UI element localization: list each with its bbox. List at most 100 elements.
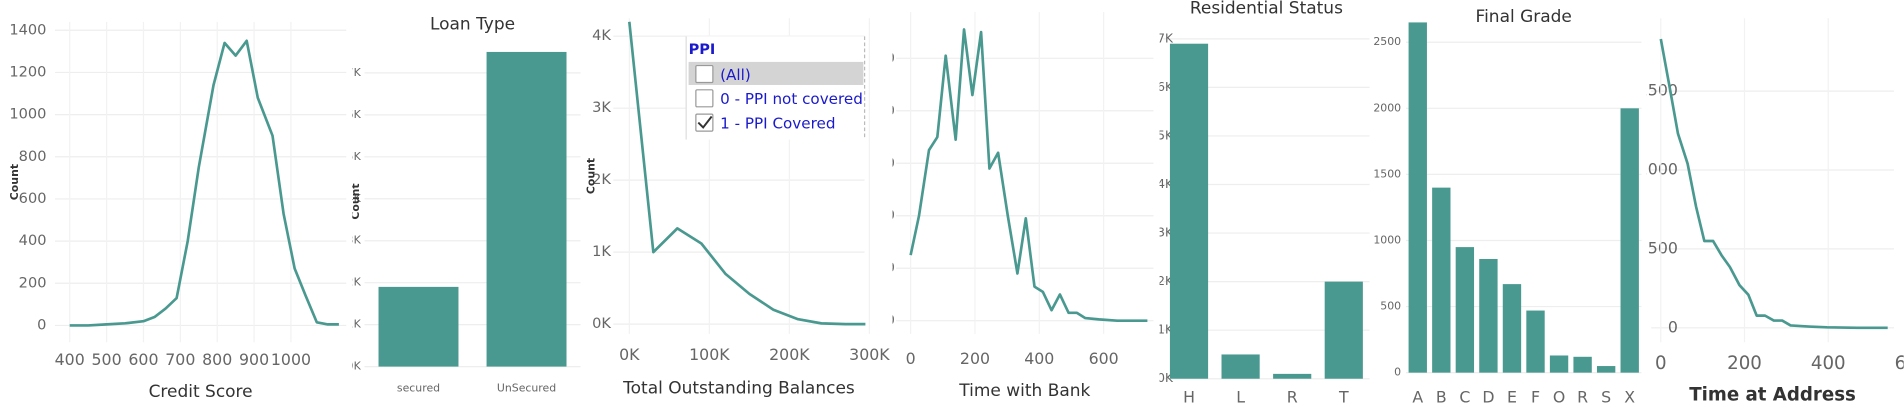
y-tick-label: 0 <box>1394 366 1401 379</box>
x-tick-label: L <box>1236 388 1245 407</box>
chart-title: Loan Type <box>430 14 515 34</box>
x-tick-label: 100K <box>689 345 730 364</box>
y-tick-label: 4K <box>592 27 611 44</box>
x-tick-label: A <box>1412 388 1423 407</box>
bar <box>1620 108 1639 373</box>
y-axis-label: Count <box>349 183 362 219</box>
bar <box>486 51 567 367</box>
x-tick-label: 200 <box>960 349 990 368</box>
y-tick-label: 1K <box>592 243 611 260</box>
x-tick-label: H <box>1183 388 1195 407</box>
y-tick-label: 2500 <box>1373 35 1401 48</box>
y-tick-label: 1000 <box>9 106 46 123</box>
bar <box>1549 355 1569 373</box>
bar <box>1502 284 1522 373</box>
y-tick-label: 0 <box>37 316 46 333</box>
y-tick-label: 1000 <box>1373 233 1401 246</box>
line <box>628 21 866 326</box>
x-axis-label: Time at Address <box>1689 385 1856 406</box>
x-tick-label: F <box>1531 388 1540 407</box>
y-tick-label: 6K <box>347 108 362 121</box>
y-tick-label: 5K <box>347 150 362 163</box>
x-tick-label: 200 <box>1727 353 1762 374</box>
x-tick-label: 700 <box>165 350 195 369</box>
y-tick-label: 1400 <box>9 21 46 38</box>
chart-panel: 0 200 400 600 800 1000 1200 1400 Count Credit Sco… <box>8 21 347 402</box>
y-tick-label: 400 <box>19 232 47 249</box>
y-tick-label: 200 <box>19 274 47 291</box>
y-tick-label: 7K <box>347 66 362 79</box>
option-label[interactable]: 0 - PPI not covered <box>720 90 863 108</box>
y-tick-label: 1200 <box>9 63 46 80</box>
x-tick-label: 600 <box>1089 349 1119 368</box>
x-tick-label: E <box>1507 388 1517 407</box>
y-tick-label: 1000 <box>861 51 895 66</box>
x-tick-label: 0 <box>1655 353 1667 374</box>
x-tick-label: 600 <box>1895 353 1904 374</box>
bar <box>378 286 459 367</box>
option-label[interactable]: (All) <box>720 66 751 84</box>
x-tick-label: 900 <box>239 350 269 369</box>
y-tick-label: 2000 <box>1373 101 1401 114</box>
x-tick-label: 0 <box>906 349 916 368</box>
bar <box>1596 366 1616 373</box>
chart-panel: 0 500 1000 1500 2000 2500 Final Grade A B C D E F O R S… <box>1373 7 1642 407</box>
chart-panel: 0 200 400 600 800 1000 Time with Bank 0 200 400 60… <box>861 12 1154 401</box>
y-tick-label: 2K <box>592 171 611 188</box>
y-tick-label: 3K <box>347 234 362 247</box>
option-highlight <box>688 61 864 85</box>
y-tick-label: 0K <box>592 315 611 332</box>
checkbox[interactable] <box>695 113 714 132</box>
y-tick-label: 400 <box>869 209 894 224</box>
y-tick-label: 1K <box>347 318 362 331</box>
x-tick-label: UnSecured <box>497 381 556 394</box>
bar <box>1479 258 1498 373</box>
y-tick-label: 200 <box>869 261 894 276</box>
y-tick-label: 0 <box>1668 317 1678 336</box>
line <box>1659 38 1888 330</box>
y-tick-label: 800 <box>19 148 47 165</box>
y-tick-label: 800 <box>869 104 894 119</box>
y-tick-label: 1500 <box>1373 167 1401 180</box>
x-tick-label: X <box>1624 388 1635 407</box>
x-axis-label: Total Outstanding Balances <box>622 378 855 398</box>
bar <box>1169 43 1209 379</box>
y-tick-label: 3K <box>592 99 611 116</box>
y-axis-label: Count <box>8 164 21 200</box>
x-tick-label: 1000 <box>271 350 311 369</box>
y-tick-label: 7K <box>1157 31 1174 45</box>
y-tick-label: 0K <box>347 360 362 373</box>
y-tick-label: 4K <box>347 192 362 205</box>
x-tick-label: 0K <box>619 345 640 364</box>
filter-title: PPI <box>689 41 716 58</box>
x-tick-label: O <box>1553 388 1565 407</box>
filter-panel <box>686 36 865 140</box>
bar <box>1221 354 1260 379</box>
checkbox[interactable] <box>695 89 714 108</box>
bar <box>1573 356 1592 373</box>
x-tick-label: R <box>1577 388 1588 407</box>
charts: 0 200 400 600 800 1000 1200 1400 Count Credit Sco… <box>8 0 1904 407</box>
chart-panel: 0K 1K 2K 3K 4K Count Total Outstanding Balance… <box>584 18 890 398</box>
y-tick-label: 600 <box>19 190 47 207</box>
x-tick-label: D <box>1482 388 1494 407</box>
line <box>69 39 339 327</box>
x-tick-label: T <box>1338 388 1349 407</box>
x-tick-label: 200K <box>769 345 810 364</box>
chart-title: Residential Status <box>1190 0 1343 18</box>
line <box>909 28 1148 323</box>
x-tick-label: R <box>1287 388 1298 407</box>
option-label[interactable]: 1 - PPI Covered <box>720 114 835 132</box>
bar <box>1432 187 1451 373</box>
check-mark <box>697 115 713 129</box>
x-tick-label: 600 <box>128 350 158 369</box>
x-tick-label: 400 <box>1024 349 1054 368</box>
x-tick-label: 500 <box>92 350 122 369</box>
checkbox[interactable] <box>695 64 714 84</box>
bar <box>1526 310 1545 373</box>
x-tick-label: secured <box>397 381 440 394</box>
bar <box>1408 22 1427 373</box>
